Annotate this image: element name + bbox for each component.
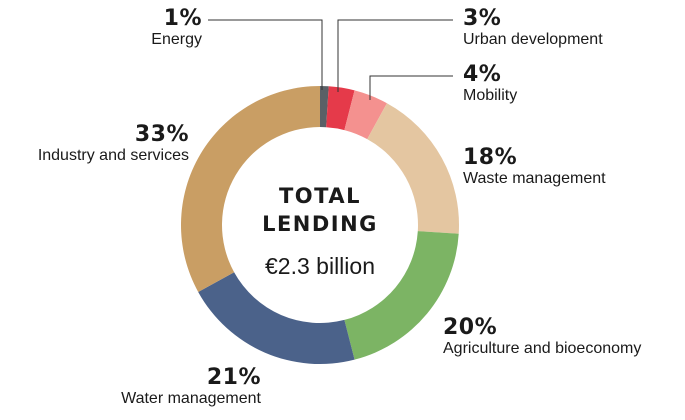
- center-total-value: €2.3 billion: [265, 253, 375, 279]
- category-label-industry-and-services: Industry and services: [37, 147, 189, 164]
- center-title-line2: LENDING: [262, 212, 378, 236]
- category-label-waste-management: Waste management: [463, 170, 606, 187]
- label-water-management: 21% Water management: [121, 366, 261, 408]
- label-energy: 1% Energy: [151, 7, 202, 49]
- label-urban-development: 3% Urban development: [463, 7, 603, 49]
- category-label-water-management: Water management: [121, 390, 261, 407]
- value-label-waste-management: 18%: [463, 145, 518, 170]
- slice-urban-development: [326, 86, 355, 131]
- value-label-industry-and-services: 33%: [134, 122, 189, 147]
- leader-line-mobility: [369, 75, 453, 100]
- value-label-mobility: 4%: [463, 62, 502, 87]
- label-waste-management: 18% Waste management: [463, 146, 606, 188]
- value-label-agriculture-and-bioeconomy: 20%: [443, 315, 498, 340]
- category-label-urban-development: Urban development: [463, 31, 603, 48]
- label-agriculture-and-bioeconomy: 20% Agriculture and bioeconomy: [443, 316, 641, 358]
- category-label-agriculture-and-bioeconomy: Agriculture and bioeconomy: [443, 340, 642, 357]
- slice-mobility: [344, 90, 387, 140]
- value-label-urban-development: 3%: [463, 6, 502, 31]
- category-label-mobility: Mobility: [463, 87, 518, 104]
- label-mobility: 4% Mobility: [463, 63, 517, 105]
- center-title-line1: TOTAL: [278, 184, 361, 208]
- slice-waste-management: [367, 103, 459, 234]
- category-label-energy: Energy: [151, 31, 202, 48]
- value-label-energy: 1%: [163, 6, 202, 31]
- leader-line-energy: [208, 19, 323, 90]
- slice-energy: [320, 86, 329, 128]
- slice-agriculture-and-bioeconomy: [344, 231, 459, 360]
- value-label-water-management: 21%: [206, 365, 261, 390]
- leader-line-urban-development: [337, 19, 453, 92]
- slice-water-management: [198, 272, 355, 364]
- slice-industry-and-services: [180, 86, 320, 292]
- label-industry-and-services: 33% Industry and services: [38, 123, 189, 165]
